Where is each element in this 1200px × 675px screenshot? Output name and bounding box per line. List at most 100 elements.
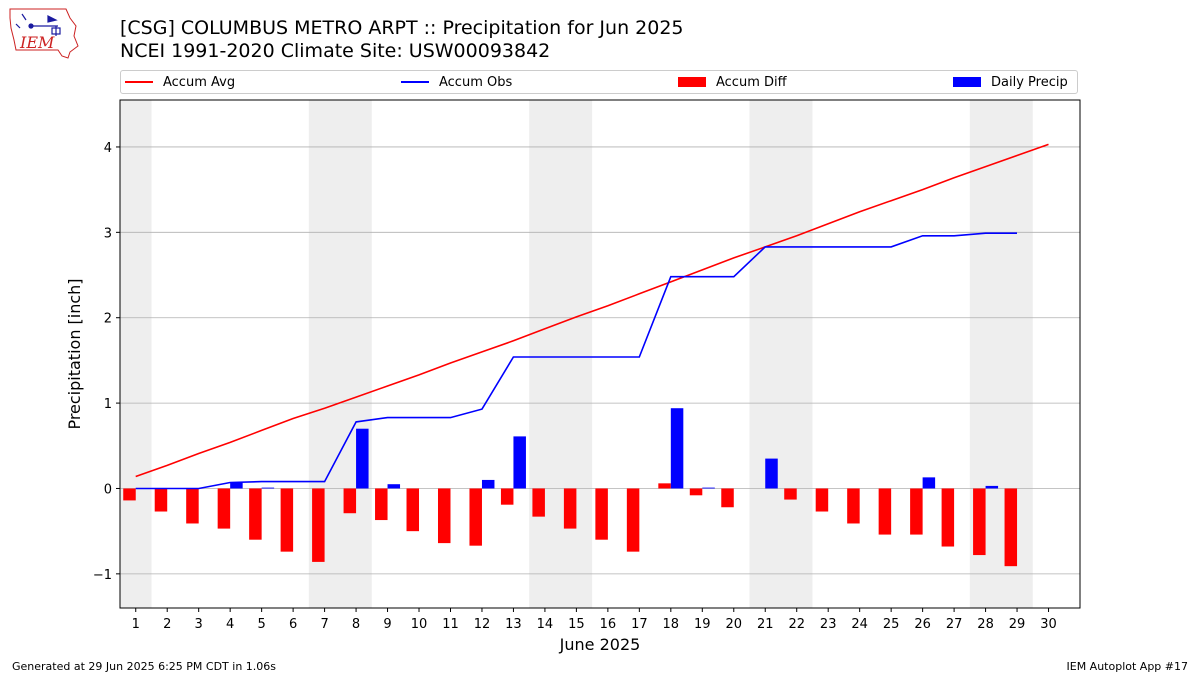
x-tick-label: 13: [505, 617, 522, 632]
accum-diff-bar: [154, 488, 168, 512]
daily-precip-bar: [985, 485, 999, 489]
accum-diff-bar: [280, 488, 294, 552]
accum-diff-bar: [878, 488, 892, 535]
legend-label-accum-diff: Accum Diff: [716, 74, 787, 90]
accum-diff-bar: [563, 488, 577, 529]
accum-diff-bar: [595, 488, 608, 540]
x-tick-label: 19: [694, 617, 711, 632]
daily-precip-bar: [513, 436, 526, 489]
accum-diff-bar: [406, 488, 420, 532]
accum-diff-bar: [847, 488, 860, 524]
x-tick-label: 23: [820, 617, 837, 632]
x-tick-label: 10: [411, 617, 428, 632]
accum-diff-bar: [375, 488, 388, 521]
x-tick-label: 29: [1009, 617, 1026, 632]
x-tick-label: 2: [163, 617, 171, 632]
legend-label-daily-precip: Daily Precip: [991, 74, 1068, 90]
x-tick-label: 27: [946, 617, 963, 632]
x-tick-label: 28: [977, 617, 994, 632]
legend-swatch-daily-precip: [953, 77, 981, 87]
y-tick-label: 2: [104, 312, 112, 327]
accum-diff-bar: [1004, 488, 1018, 567]
x-tick-label: 6: [289, 617, 297, 632]
x-tick-label: 12: [474, 617, 491, 632]
iem-logo: IEM: [9, 8, 79, 59]
x-tick-label: 9: [383, 617, 391, 632]
logo-state-outline: [9, 8, 79, 59]
weekend-shade-1: [120, 100, 152, 608]
accum-diff-bar: [689, 488, 703, 496]
accum-diff-bar: [658, 483, 671, 489]
x-tick-label: 20: [725, 617, 742, 632]
legend-swatch-accum-diff: [678, 77, 706, 87]
x-tick-label: 16: [600, 617, 617, 632]
x-tick-label: 30: [1040, 617, 1057, 632]
x-tick-label: 1: [132, 617, 140, 632]
daily-precip-bar: [481, 479, 495, 489]
daily-precip-bar: [922, 477, 936, 489]
accum-obs-line: [135, 232, 1017, 490]
x-tick-label: 15: [568, 617, 585, 632]
legend-swatch-accum-obs: [401, 81, 429, 83]
x-tick-label: 14: [537, 617, 554, 632]
weekend-shade-3: [529, 100, 593, 608]
legend-item-daily-precip: Daily Precip: [953, 71, 1068, 93]
x-tick-label: 4: [226, 617, 234, 632]
daily-precip-bar: [702, 487, 715, 489]
accum-diff-bar: [186, 488, 199, 524]
legend-label-accum-avg: Accum Avg: [163, 74, 236, 90]
x-tick-label: 24: [851, 617, 868, 632]
accum-diff-bar: [249, 488, 262, 540]
accum-diff-bar: [532, 488, 545, 517]
x-tick-label: 17: [631, 617, 648, 632]
x-tick-label: 22: [788, 617, 805, 632]
weekend-shade-4: [749, 100, 813, 608]
accum-diff-bar: [469, 488, 482, 546]
y-tick-label: 3: [104, 226, 112, 241]
accum-diff-bar: [910, 488, 923, 535]
x-tick-label: 8: [352, 617, 360, 632]
accum-diff-bar: [343, 488, 357, 514]
legend-label-accum-obs: Accum Obs: [439, 74, 513, 90]
x-tick-label: 3: [195, 617, 203, 632]
x-tick-label: 25: [883, 617, 900, 632]
accum-diff-bar: [784, 488, 797, 500]
accum-diff-bar: [973, 488, 986, 556]
daily-precip-bar: [230, 482, 243, 489]
y-tick-label: 0: [104, 482, 112, 497]
daily-precip-bar: [356, 428, 369, 489]
accum-diff-bar: [626, 488, 640, 552]
y-tick-label: 1: [104, 397, 112, 412]
logo-weather-icons: [15, 13, 61, 36]
legend-item-accum-obs: Accum Obs: [401, 71, 512, 93]
app-credit: IEM Autoplot App #17: [1066, 660, 1189, 673]
accum-diff-bar: [312, 488, 325, 562]
legend-item-accum-avg: Accum Avg: [125, 71, 235, 93]
accum-diff-bar: [941, 488, 955, 547]
accum-diff-bar: [123, 488, 136, 501]
daily-precip-bar: [387, 484, 401, 489]
daily-precip-bar: [261, 487, 275, 489]
x-tick-label: 18: [663, 617, 680, 632]
x-tick-label: 21: [757, 617, 774, 632]
x-tick-label: 11: [442, 617, 459, 632]
chart-legend: Accum Avg Accum Obs Accum Diff Daily Pre…: [120, 70, 1078, 94]
daily-precip-bar: [765, 458, 778, 489]
accum-diff-bar: [217, 488, 231, 529]
legend-swatch-accum-avg: [125, 81, 153, 83]
accum-diff-bar: [721, 488, 734, 508]
y-tick-label: 4: [104, 141, 112, 156]
plot-frame: [119, 99, 1081, 609]
x-tick-label: 7: [320, 617, 328, 632]
chart-subtitle: NCEI 1991-2020 Climate Site: USW00093842: [120, 40, 551, 62]
y-tick-label: −1: [93, 568, 112, 583]
x-tick-label: 26: [914, 617, 931, 632]
generated-timestamp: Generated at 29 Jun 2025 6:25 PM CDT in …: [12, 660, 277, 673]
legend-item-accum-diff: Accum Diff: [678, 71, 787, 93]
logo-text: IEM: [19, 33, 55, 52]
accum-diff-bar: [437, 488, 451, 544]
accum-avg-line: [135, 143, 1049, 478]
x-tick-label: 5: [257, 617, 265, 632]
accum-diff-bar: [815, 488, 829, 512]
